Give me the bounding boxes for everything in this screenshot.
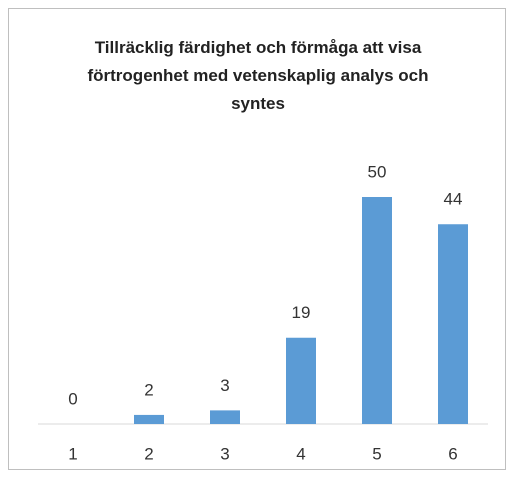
data-label: 0: [68, 389, 77, 408]
bar: [438, 224, 468, 424]
bar: [286, 337, 316, 424]
x-tick-label: 5: [372, 444, 381, 463]
data-label: 3: [220, 376, 229, 395]
x-tick-label: 1: [68, 444, 77, 463]
data-label: 44: [444, 190, 463, 209]
chart-frame: [8, 8, 506, 470]
x-tick-label: 2: [144, 444, 153, 463]
data-label: 50: [368, 162, 387, 181]
bar: [362, 197, 392, 424]
x-tick-label: 4: [296, 444, 305, 463]
data-label: 19: [292, 303, 311, 322]
x-tick-label: 6: [448, 444, 457, 463]
x-tick-label: 3: [220, 444, 229, 463]
data-label: 2: [144, 380, 153, 399]
bar: [134, 414, 164, 424]
bar: [210, 410, 240, 424]
chart-title: Tillräcklig färdighet och förmåga att vi…: [87, 38, 429, 113]
